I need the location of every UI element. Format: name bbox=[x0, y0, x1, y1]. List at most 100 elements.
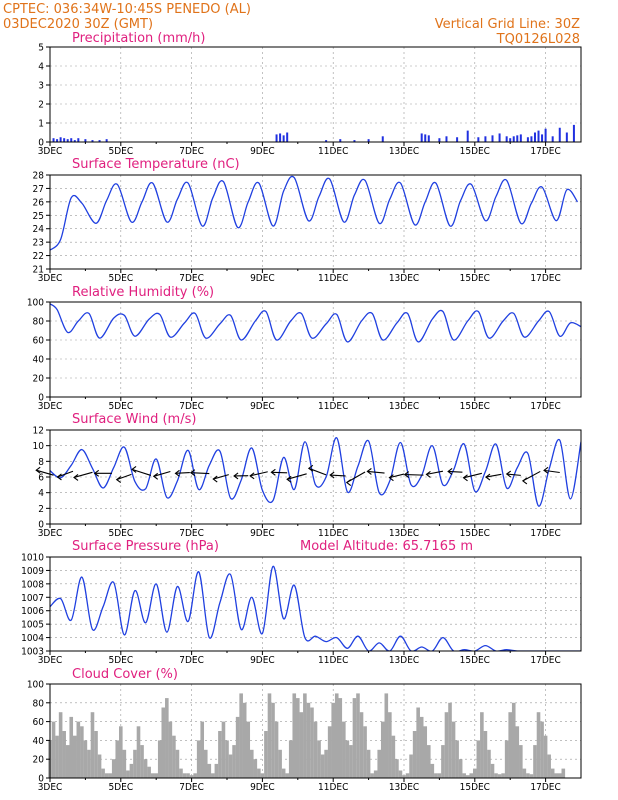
cloud-bar bbox=[87, 749, 91, 778]
cloud-bar bbox=[126, 770, 130, 778]
wind-arrow bbox=[271, 471, 288, 474]
cloud-bar bbox=[536, 712, 541, 778]
wind-series-line bbox=[50, 437, 581, 507]
precip-bar bbox=[551, 136, 554, 142]
precip-bar bbox=[530, 136, 533, 142]
cloud-bar bbox=[473, 768, 477, 778]
x-tick-label: 13DEC bbox=[389, 273, 419, 284]
y-tick-label: 10 bbox=[33, 441, 45, 452]
cloud-bar bbox=[554, 773, 559, 778]
cloud-bar bbox=[444, 712, 449, 778]
cloud-bar bbox=[349, 745, 353, 778]
y-tick-label: 0 bbox=[38, 393, 44, 404]
cloud-bar bbox=[388, 712, 392, 778]
cloud-bar bbox=[331, 702, 335, 778]
cloud-bar bbox=[172, 735, 176, 778]
wind-arrow bbox=[543, 469, 560, 474]
precip-bar bbox=[526, 137, 529, 142]
pres-series-line bbox=[50, 565, 581, 651]
wind-title: Surface Wind (m/s) bbox=[72, 412, 196, 427]
wind-arrow bbox=[131, 468, 152, 476]
x-tick-label: 15DEC bbox=[460, 528, 490, 539]
wind-arrowhead bbox=[212, 475, 218, 483]
wind-arrowhead bbox=[270, 468, 276, 476]
cloud-bar bbox=[200, 721, 205, 778]
y-tick-label: 1006 bbox=[21, 606, 44, 617]
x-tick-label: 11DEC bbox=[318, 273, 348, 284]
wind-arrow bbox=[153, 470, 171, 477]
wind-arrow bbox=[463, 472, 483, 479]
precip-title: Precipitation (mm/h) bbox=[72, 31, 205, 46]
cloud-bar bbox=[147, 766, 151, 778]
y-tick-label: 1005 bbox=[21, 620, 44, 631]
cloud-bar bbox=[423, 726, 428, 778]
cloud-bar bbox=[327, 726, 332, 778]
cloud-bar bbox=[264, 731, 268, 778]
rh-panel: 0 20 40 60 80 100 3DEC 5DEC 7DEC 9DEC 11DEC 13DEC 15… bbox=[27, 298, 582, 412]
cloud-bar bbox=[281, 768, 286, 778]
precip-bar bbox=[456, 137, 459, 142]
cloud-bar bbox=[310, 707, 314, 778]
y-tick-label: 1003 bbox=[21, 647, 44, 658]
cloud-bar bbox=[58, 712, 63, 778]
x-tick-label: 11DEC bbox=[318, 528, 348, 539]
cloud-bar bbox=[533, 745, 537, 778]
x-tick-label: 13DEC bbox=[389, 528, 419, 539]
cloud-bar bbox=[356, 693, 360, 778]
wind-arrowhead bbox=[403, 471, 410, 478]
x-tick-label: 13DEC bbox=[389, 655, 419, 666]
y-tick-label: 4 bbox=[38, 488, 44, 499]
y-tick-label: 12 bbox=[33, 426, 44, 437]
cloud-bar bbox=[179, 768, 183, 778]
cloud-bar bbox=[242, 702, 247, 778]
cloud-bar bbox=[97, 754, 102, 778]
cloud-bar bbox=[203, 749, 208, 778]
cloud-bar bbox=[352, 698, 357, 778]
precip-bar bbox=[77, 138, 80, 142]
x-tick-label: 7DEC bbox=[179, 273, 204, 284]
humidity-title: Relative Humidity (%) bbox=[72, 285, 214, 300]
wind-arrow bbox=[57, 470, 74, 478]
precip-bar bbox=[325, 140, 328, 142]
y-tick-label: 2 bbox=[38, 100, 44, 111]
cloud-bar bbox=[359, 712, 364, 778]
cloud-bar bbox=[196, 740, 201, 778]
x-tick-label: 9DEC bbox=[250, 782, 275, 793]
precip-bar bbox=[565, 132, 568, 142]
precip-bar bbox=[279, 133, 282, 142]
cloud-bar bbox=[296, 698, 300, 778]
precip-bar bbox=[91, 140, 94, 142]
x-tick-label: 17DEC bbox=[530, 401, 560, 412]
wind-arrowhead bbox=[307, 464, 314, 472]
cloud-bar bbox=[260, 773, 265, 778]
x-tick-label: 13DEC bbox=[389, 782, 419, 793]
x-tick-label: 7DEC bbox=[179, 655, 204, 666]
precip-bar bbox=[420, 133, 423, 142]
wind-arrow bbox=[367, 470, 385, 474]
y-tick-label: 100 bbox=[27, 680, 44, 691]
cloud-bar bbox=[285, 773, 289, 778]
cloud-bar bbox=[90, 712, 95, 778]
header-run-time: 03DEC2020 30Z (GMT) bbox=[3, 17, 153, 32]
cloud-bar bbox=[412, 731, 417, 778]
y-tick-label: 24 bbox=[33, 224, 45, 235]
cloud-bar bbox=[455, 740, 459, 778]
precip-bar bbox=[339, 139, 342, 142]
wind-arrowhead bbox=[447, 468, 453, 475]
cloud-bar bbox=[111, 759, 116, 778]
wind-arrowhead bbox=[152, 472, 159, 480]
cloud-bar bbox=[140, 745, 144, 778]
cloud-bar bbox=[409, 754, 413, 778]
cloud-bar bbox=[398, 770, 403, 778]
y-tick-label: 60 bbox=[33, 717, 45, 728]
wind-arrowhead bbox=[115, 476, 122, 484]
precip-bar bbox=[477, 137, 480, 142]
y-tick-label: 1009 bbox=[21, 566, 44, 577]
cloud-title: Cloud Cover (%) bbox=[72, 667, 178, 682]
cloud-bar bbox=[271, 702, 275, 778]
cloud-bar bbox=[119, 726, 123, 778]
y-tick-label: 0 bbox=[38, 520, 44, 531]
cloud-bar bbox=[246, 721, 251, 778]
precip-bar bbox=[275, 134, 278, 142]
cloud-bar bbox=[405, 773, 410, 778]
